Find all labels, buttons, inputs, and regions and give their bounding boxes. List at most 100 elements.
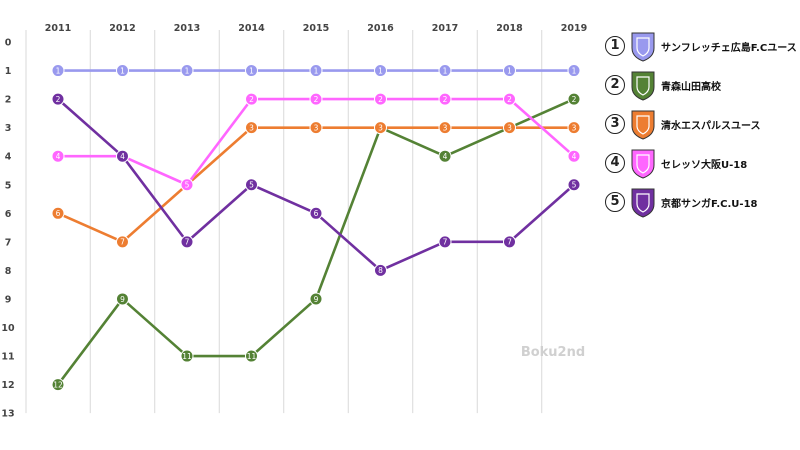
- data-point: [567, 64, 581, 78]
- series-1: 1 1 1 1 1 1 1 1 1: [51, 64, 581, 78]
- grid: [89, 30, 543, 414]
- data-label: 2: [572, 95, 577, 104]
- legend-item: 4 セレッソ大阪U-18: [603, 145, 800, 181]
- data-point: [51, 149, 65, 163]
- data-point: [438, 235, 452, 249]
- data-point: [374, 64, 387, 78]
- data-label: 3: [249, 123, 254, 132]
- series-line: [57, 126, 574, 244]
- data-label: 7: [507, 238, 512, 247]
- data-label: 2: [314, 95, 319, 104]
- data-point: [116, 292, 129, 306]
- data-label: 1: [314, 66, 319, 75]
- y-tick-label: 3: [5, 123, 12, 134]
- y-tick-label: 2: [5, 95, 12, 106]
- legend-label: 清水エスパルスユース: [661, 121, 761, 132]
- club-crest-icon: [631, 110, 655, 140]
- data-point: [503, 92, 516, 106]
- data-label: 1: [507, 66, 512, 75]
- data-point: [116, 64, 129, 78]
- data-point: [503, 64, 516, 78]
- y-tick-label: 1: [5, 66, 12, 77]
- data-point: [116, 149, 129, 163]
- x-tick-label: 2016: [367, 23, 394, 34]
- data-label: 6: [56, 209, 61, 218]
- x-tick-label: 2013: [174, 23, 200, 34]
- data-label: 12: [53, 380, 63, 389]
- data-label: 7: [443, 238, 448, 247]
- data-point: [309, 121, 323, 135]
- axes: 2011 2012 2013 2014 2015 2016 2017 2018 20190123…: [1, 23, 587, 420]
- data-point: [567, 149, 581, 163]
- data-point: [245, 64, 258, 78]
- data-label: 2: [507, 95, 512, 104]
- x-tick-label: 2011: [45, 23, 71, 34]
- data-label: 7: [185, 238, 190, 247]
- data-point: [245, 92, 258, 106]
- data-label: 5: [249, 181, 254, 190]
- club-crest-icon: [631, 188, 655, 218]
- data-point: [309, 292, 323, 306]
- data-label: 1: [572, 66, 577, 75]
- y-tick-label: 7: [5, 237, 12, 248]
- legend-item: 3 清水エスパルスユース: [603, 106, 800, 142]
- data-point: [567, 178, 581, 192]
- data-label: 1: [443, 66, 448, 75]
- legend-label: 京都サンガF.C.U-18: [661, 199, 758, 210]
- data-label: 11: [182, 352, 192, 361]
- data-point: [567, 121, 581, 135]
- x-tick-label: 2015: [303, 23, 329, 34]
- club-crest-icon: [631, 71, 655, 101]
- data-point: [245, 349, 258, 363]
- data-point: [51, 206, 65, 220]
- club-crest-icon: [631, 32, 655, 62]
- data-point: [503, 121, 516, 135]
- data-label: 4: [443, 152, 448, 161]
- data-point: [438, 121, 452, 135]
- x-tick-label: 2014: [238, 23, 265, 34]
- data-point: [51, 92, 65, 106]
- series-5: 2 4 7 5 6 8 7 7 5: [51, 92, 581, 277]
- y-tick-label: 9: [5, 294, 12, 305]
- data-point: [51, 64, 65, 78]
- data-label: 5: [185, 181, 190, 190]
- data-label: 3: [314, 123, 319, 132]
- data-label: 9: [120, 295, 125, 304]
- data-point: [245, 178, 258, 192]
- data-point: [567, 92, 581, 106]
- series-3: 6 7 5 3 3 3 3 3 3: [51, 121, 581, 249]
- legend-number: 3: [605, 114, 625, 134]
- data-label: 1: [56, 66, 61, 75]
- data-label: 4: [120, 152, 125, 161]
- data-label: 3: [572, 123, 577, 132]
- data-point: [438, 149, 452, 163]
- y-tick-label: 13: [1, 409, 14, 420]
- x-tick-label: 2019: [561, 23, 587, 34]
- legend-number: 2: [605, 75, 625, 95]
- data-point: [180, 178, 194, 192]
- legend-item: 1 サンフレッチェ広島F.Cユース: [603, 28, 800, 64]
- data-label: 1: [378, 66, 383, 75]
- data-label: 2: [378, 95, 383, 104]
- data-label: 3: [507, 123, 512, 132]
- data-point: [245, 121, 258, 135]
- data-label: 1: [185, 66, 190, 75]
- data-point: [438, 64, 452, 78]
- legend-item: 2 青森山田高校: [603, 67, 800, 103]
- legend-item: 5 京都サンガF.C.U-18: [603, 184, 800, 220]
- club-crest-icon: [631, 149, 655, 179]
- data-label: 2: [56, 95, 61, 104]
- y-tick-label: 5: [5, 180, 12, 191]
- data-label: 11: [247, 352, 257, 361]
- data-label: 1: [249, 66, 254, 75]
- legend-number: 1: [605, 36, 625, 56]
- data-label: 3: [378, 123, 383, 132]
- data-label: 3: [443, 123, 448, 132]
- legend-label: 青森山田高校: [661, 82, 721, 93]
- data-point: [374, 121, 387, 135]
- data-label: 4: [572, 152, 577, 161]
- data-point: [503, 235, 516, 249]
- data-point: [309, 206, 323, 220]
- y-tick-label: 10: [1, 323, 15, 334]
